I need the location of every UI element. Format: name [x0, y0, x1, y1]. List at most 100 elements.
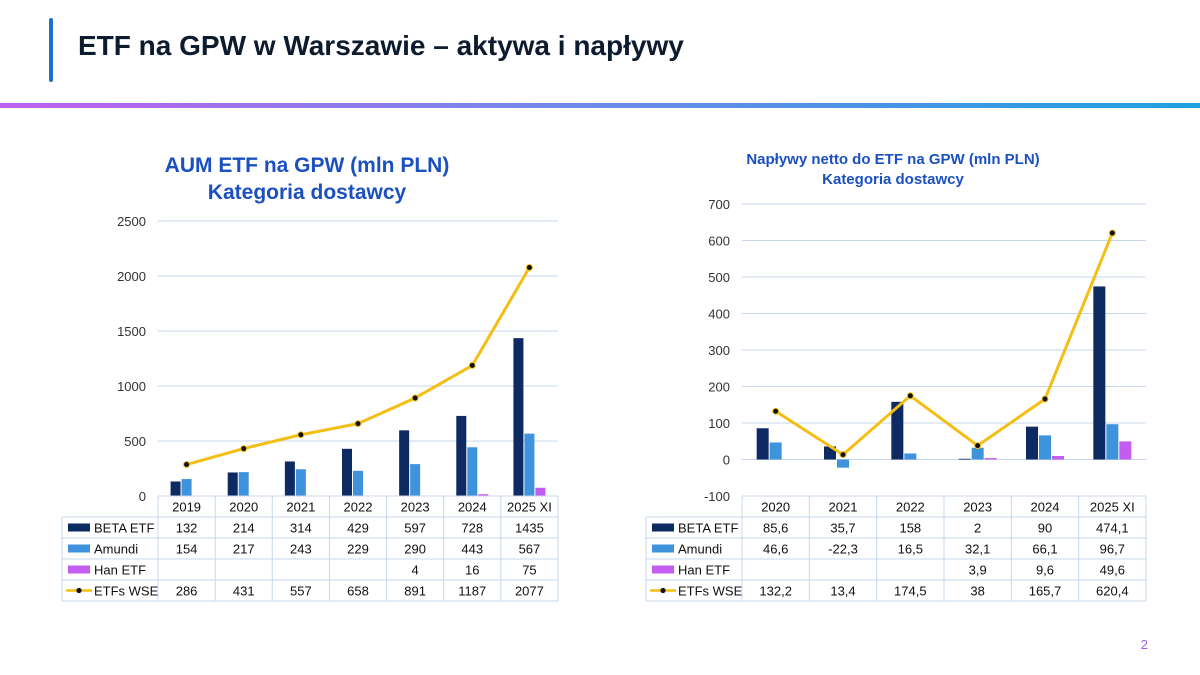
bar [1106, 424, 1119, 460]
data-table-cell: 174,5 [894, 584, 927, 599]
data-table-cell: 286 [176, 584, 198, 599]
bar [1052, 455, 1064, 460]
bar [513, 338, 524, 496]
legend-swatch [68, 544, 90, 553]
bar [410, 464, 421, 496]
data-table-cell: 290 [404, 542, 426, 557]
data-table-cell: 3,9 [969, 563, 987, 578]
x-tick-label: 2022 [896, 500, 925, 515]
data-table-cell: 16 [465, 563, 479, 578]
bar [1093, 286, 1106, 460]
line-point [411, 394, 419, 402]
bar [238, 472, 249, 496]
x-tick-label: 2023 [401, 500, 430, 515]
data-table-cell: 66,1 [1032, 542, 1057, 557]
data-table-cell: 429 [347, 521, 369, 536]
legend-entry: ETFs WSE [678, 584, 743, 599]
bar [535, 487, 546, 496]
y-tick-label: 500 [708, 270, 730, 285]
data-table-cell: 728 [461, 521, 483, 536]
header-divider [0, 103, 1200, 108]
data-table-cell: 891 [404, 584, 426, 599]
legend-line-marker [660, 587, 666, 594]
bar [295, 469, 306, 496]
legend-swatch [652, 565, 674, 574]
legend-entry: Han ETF [678, 563, 730, 578]
data-table-cell: 46,6 [763, 542, 788, 557]
data-table-cell: 229 [347, 542, 369, 557]
x-tick-label: 2021 [286, 500, 315, 515]
data-table-cell: 217 [233, 542, 255, 557]
bar [837, 459, 849, 468]
data-table-cell: 13,4 [830, 584, 855, 599]
bar [170, 481, 181, 496]
bar [1039, 435, 1051, 460]
y-tick-label: -100 [704, 489, 730, 504]
bar [984, 458, 997, 460]
page-title: ETF na GPW w Warszawie – aktywa i napływ… [78, 30, 684, 61]
chart-subtitle: Kategoria dostawcy [822, 171, 964, 188]
y-tick-label: 0 [139, 489, 146, 504]
y-tick-label: 500 [124, 434, 146, 449]
legend-entry: Han ETF [94, 563, 146, 578]
data-table-cell: 38 [970, 584, 984, 599]
data-table-cell: 35,7 [830, 521, 855, 536]
bar [756, 428, 769, 460]
x-tick-label: 2024 [458, 500, 487, 515]
bar [971, 447, 984, 460]
data-table-cell: 90 [1038, 521, 1052, 536]
x-tick-label: 2020 [229, 500, 258, 515]
data-table-cell: 75 [522, 563, 536, 578]
line-point [240, 445, 248, 453]
data-table-cell: 2 [974, 521, 981, 536]
data-table-cell: 214 [233, 521, 255, 536]
bar [227, 472, 238, 496]
data-table-cell: 567 [519, 542, 541, 557]
line-point [468, 361, 476, 369]
data-table-cell: -22,3 [828, 542, 858, 557]
data-table-cell: 158 [899, 521, 921, 536]
x-tick-label: 2021 [829, 500, 858, 515]
legend-swatch [68, 565, 90, 574]
y-tick-label: 2000 [117, 269, 146, 284]
line-point [1108, 229, 1116, 237]
chart-subtitle: Kategoria dostawcy [208, 181, 407, 204]
y-tick-label: 100 [708, 416, 730, 431]
data-table-cell: 431 [233, 584, 255, 599]
data-table-cell: 314 [290, 521, 312, 536]
bar [467, 447, 478, 496]
y-tick-label: 600 [708, 234, 730, 249]
line-point [772, 407, 780, 415]
data-table-cell: 658 [347, 584, 369, 599]
legend-entry: Amundi [678, 542, 722, 557]
bar [342, 448, 352, 496]
bar [769, 442, 782, 460]
x-tick-label: 2020 [761, 500, 790, 515]
legend-swatch [652, 523, 674, 532]
data-table-cell: 620,4 [1096, 584, 1129, 599]
x-tick-label: 2019 [172, 500, 201, 515]
data-table-cell: 597 [404, 521, 426, 536]
data-table-cell: 165,7 [1029, 584, 1062, 599]
legend-line-marker [76, 587, 82, 594]
data-table-cell: 4 [412, 563, 419, 578]
data-table-cell: 132,2 [759, 584, 792, 599]
legend-entry: BETA ETF [94, 521, 154, 536]
bar [524, 433, 535, 496]
data-table-cell: 474,1 [1096, 521, 1129, 536]
x-tick-label: 2025 XI [1090, 500, 1135, 515]
legend-swatch [68, 523, 90, 532]
data-table-cell: 9,6 [1036, 563, 1054, 578]
data-table-cell: 443 [461, 542, 483, 557]
y-tick-label: 2500 [117, 214, 146, 229]
x-tick-label: 2023 [963, 500, 992, 515]
page-number: 2 [1140, 637, 1148, 652]
bar [1026, 426, 1038, 460]
series-line [774, 232, 1114, 457]
line-point [525, 264, 533, 272]
data-table-cell: 49,6 [1100, 563, 1125, 578]
bar [1119, 441, 1132, 460]
chart-title: Napływy netto do ETF na GPW (mln PLN) [746, 151, 1039, 168]
